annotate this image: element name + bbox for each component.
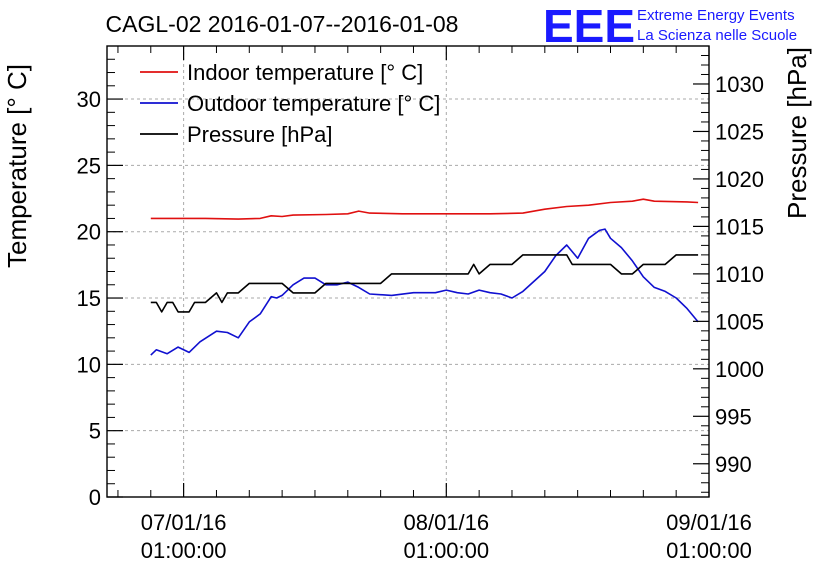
axes: 0510152025309909951000100510101015102010… (77, 45, 764, 563)
y2-tick-label: 995 (715, 404, 752, 429)
legend-label-1: Indoor temperature [° C] (187, 60, 423, 85)
y-tick-label: 0 (89, 485, 101, 510)
y2-tick-label: 1015 (715, 214, 764, 239)
series-layer (150, 198, 699, 356)
x-tick-label-date: 08/01/16 (403, 510, 489, 535)
y-axis-title: Temperature [° C] (2, 64, 32, 268)
legend-label-2: Outdoor temperature [° C] (187, 91, 440, 116)
legend-label-3: Pressure [hPa] (187, 122, 333, 147)
y2-tick-label: 1030 (715, 72, 764, 97)
eee-logo: EEE Extreme Energy Events La Scienza nel… (543, 0, 797, 52)
y2-tick-label: 1020 (715, 167, 764, 192)
y2-tick-label: 1005 (715, 309, 764, 334)
eee-logo-line2: La Scienza nelle Scuole (637, 27, 797, 44)
x-tick-label-time: 01:00:00 (403, 538, 489, 563)
chart-title: CAGL-02 2016-01-07--2016-01-08 (106, 11, 459, 37)
x-tick-label-date: 07/01/16 (141, 510, 227, 535)
y2-tick-label: 990 (715, 452, 752, 477)
legend: Indoor temperature [° C] Outdoor temperat… (140, 60, 440, 147)
gridlines (107, 46, 709, 497)
eee-logo-line1: Extreme Energy Events (637, 7, 795, 24)
y2-axis-title: Pressure [hPa] (782, 47, 812, 219)
y-tick-label: 20 (77, 220, 101, 245)
y-tick-label: 25 (77, 153, 101, 178)
series-line-2 (150, 228, 699, 356)
y-tick-label: 10 (77, 352, 101, 377)
y2-tick-label: 1010 (715, 262, 764, 287)
series-line-3 (150, 254, 699, 313)
x-tick-label-date: 09/01/16 (666, 510, 752, 535)
y-tick-label: 5 (89, 419, 101, 444)
y2-tick-label: 1000 (715, 357, 764, 382)
y-tick-label: 30 (77, 87, 101, 112)
eee-logo-mark: EEE (543, 0, 635, 52)
y-tick-label: 15 (77, 286, 101, 311)
x-tick-label-time: 01:00:00 (666, 538, 752, 563)
x-tick-label-time: 01:00:00 (141, 538, 227, 563)
series-line-1 (150, 198, 699, 220)
y2-tick-label: 1025 (715, 119, 764, 144)
